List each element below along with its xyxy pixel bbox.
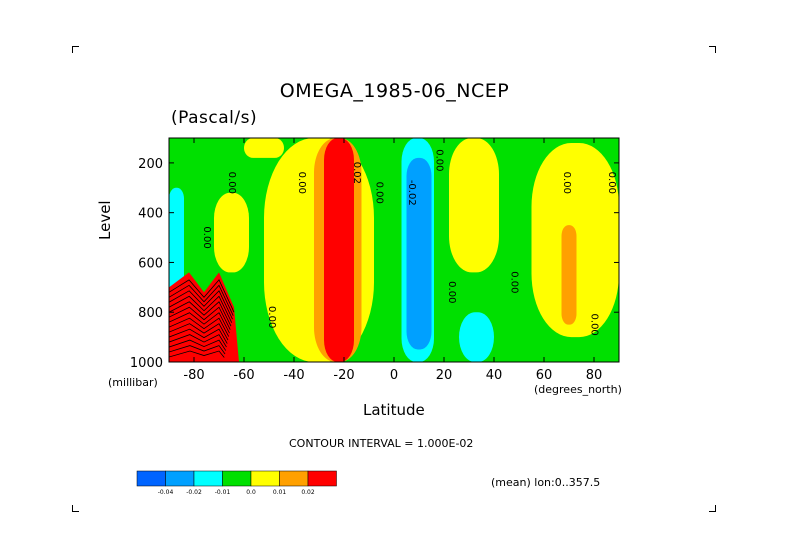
x-tick-label: 80 <box>586 368 603 383</box>
contour-line <box>169 295 233 323</box>
contour-label: 0.00 <box>296 172 307 194</box>
contour-line <box>169 323 229 341</box>
mean-note: (mean) lon:0..357.5 <box>491 476 601 489</box>
y-tick-label: 200 <box>138 157 163 172</box>
colorbar-swatch <box>193 470 223 487</box>
contour-fill-region <box>214 192 249 273</box>
y-tick-label: 1000 <box>130 356 163 371</box>
y-tick-label: 800 <box>138 306 163 321</box>
contour-label: 0.00 <box>201 226 212 248</box>
colorbar-swatch <box>165 470 195 487</box>
contour-label: 0.02 <box>351 162 362 184</box>
contour-line <box>169 290 233 320</box>
contour-line <box>169 328 228 344</box>
chart-title: OMEGA_1985-06_NCEP <box>279 80 510 102</box>
contour-interval-note: CONTOUR INTERVAL = 1.000E-02 <box>289 437 474 450</box>
contour-fill-region <box>244 138 284 158</box>
y-axis-units: (millibar) <box>108 376 158 389</box>
contour-line <box>169 279 235 313</box>
x-tick-label: -80 <box>183 368 204 383</box>
contour-label: 0.00 <box>589 314 600 336</box>
contour-label: 0.00 <box>266 306 277 328</box>
y-tick-label: 400 <box>138 207 163 222</box>
corner-mark-tr <box>709 46 716 53</box>
x-axis-label: Latitude <box>363 401 425 419</box>
contour-fill-region <box>324 138 354 362</box>
colorbar-swatch <box>136 470 166 487</box>
x-axis-units: (degrees_north) <box>534 383 622 396</box>
contour-label: 0.00 <box>446 281 457 303</box>
contour-line <box>169 350 225 358</box>
x-tick-label: 60 <box>536 368 553 383</box>
contour-label: 0.00 <box>226 172 237 194</box>
colorbar-label: 0.0 <box>246 489 256 496</box>
contour-line <box>169 284 234 316</box>
contour-line <box>169 317 230 337</box>
x-tick-label: -20 <box>333 368 354 383</box>
contour-line <box>169 339 227 351</box>
corner-mark-br <box>709 505 716 512</box>
corner-mark-tl <box>72 46 79 53</box>
contour-line <box>169 306 231 330</box>
contour-label: 0.00 <box>374 182 385 204</box>
contour-label: 0.00 <box>434 149 445 171</box>
contour-fill-region <box>459 312 494 362</box>
colorbar-label: -0.02 <box>186 489 202 496</box>
contour-fill-region <box>561 225 577 325</box>
contour-line <box>169 334 227 348</box>
colorbar-label: -0.01 <box>215 489 231 496</box>
y-tick-label: 600 <box>138 256 163 271</box>
contour-line <box>169 345 226 355</box>
contour-label: 0.00 <box>509 271 520 293</box>
x-tick-label: 20 <box>436 368 453 383</box>
colorbar-swatch <box>250 470 280 487</box>
chart-units: (Pascal/s) <box>171 108 258 128</box>
colorbar-label: 0.02 <box>301 489 315 496</box>
colorbar-swatch <box>222 470 252 487</box>
x-tick-label: 0 <box>390 368 398 383</box>
x-tick-label: -60 <box>233 368 254 383</box>
colorbar-swatch <box>279 470 309 487</box>
contour-label: 0.00 <box>606 172 617 194</box>
colorbar-swatch <box>307 470 337 487</box>
contour-label: 0.00 <box>561 172 572 194</box>
x-tick-label: -40 <box>283 368 304 383</box>
contour-fill-positive-dense <box>169 272 239 362</box>
contour-fill-region <box>449 138 499 273</box>
x-tick-label: 40 <box>486 368 503 383</box>
contour-line <box>169 312 230 334</box>
corner-mark-bl <box>72 505 79 512</box>
colorbar-label: -0.04 <box>158 489 174 496</box>
contour-line <box>169 301 232 327</box>
colorbar-label: 0.01 <box>273 489 287 496</box>
contour-label: -0.02 <box>406 180 417 206</box>
contour-fill-region <box>406 157 432 350</box>
